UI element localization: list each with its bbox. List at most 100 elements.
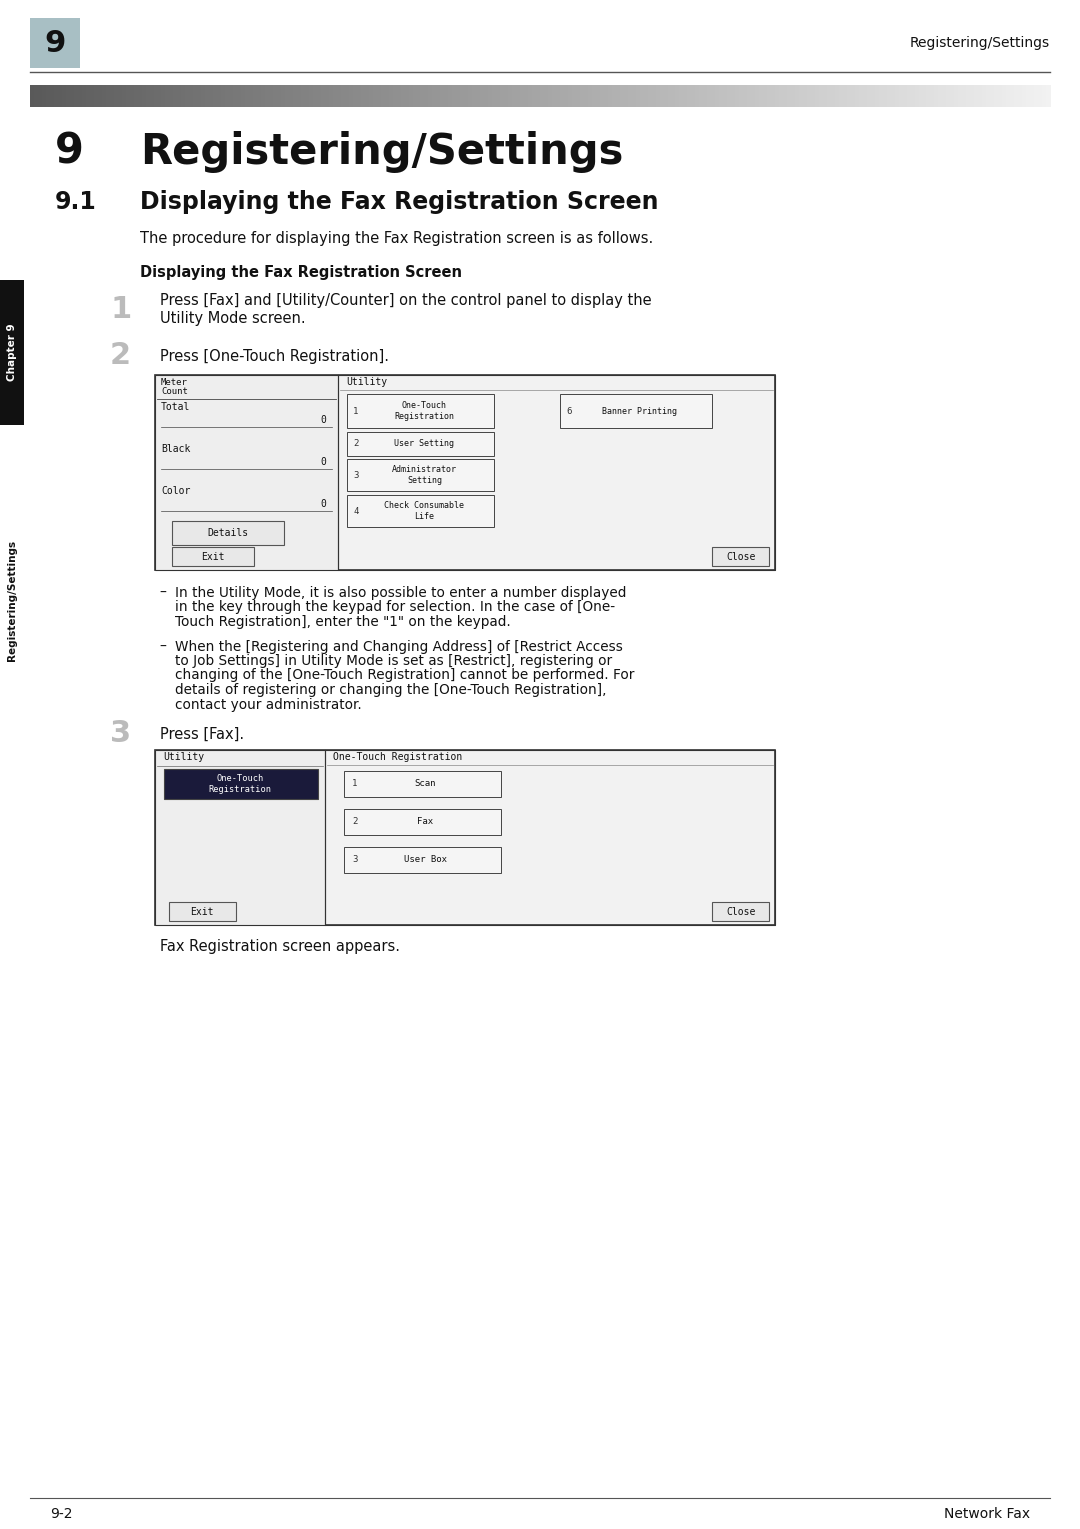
Bar xyxy=(839,86,843,107)
Bar xyxy=(269,86,273,107)
Bar xyxy=(321,86,325,107)
Bar xyxy=(524,86,528,107)
Bar xyxy=(377,86,381,107)
Bar xyxy=(309,86,313,107)
Bar xyxy=(472,86,476,107)
Bar xyxy=(696,86,700,107)
Bar xyxy=(978,86,983,107)
Bar xyxy=(747,86,752,107)
Bar xyxy=(604,86,608,107)
Bar xyxy=(85,86,91,107)
Bar xyxy=(1002,86,1007,107)
Bar xyxy=(153,86,158,107)
Bar xyxy=(811,86,815,107)
Text: to Job Settings] in Utility Mode is set as [Restrict], registering or: to Job Settings] in Utility Mode is set … xyxy=(175,654,612,668)
Bar xyxy=(795,86,799,107)
Bar xyxy=(735,86,740,107)
Bar xyxy=(644,86,648,107)
Bar xyxy=(338,375,775,570)
Text: Utility: Utility xyxy=(346,378,387,387)
Bar xyxy=(170,86,174,107)
FancyBboxPatch shape xyxy=(345,771,501,797)
Bar xyxy=(639,86,644,107)
Bar xyxy=(257,86,261,107)
Bar xyxy=(899,86,903,107)
Text: Fax: Fax xyxy=(417,818,433,827)
Bar xyxy=(752,86,756,107)
Bar xyxy=(867,86,872,107)
Bar xyxy=(118,86,122,107)
Bar xyxy=(627,86,632,107)
Bar xyxy=(156,751,775,925)
Bar xyxy=(724,86,728,107)
Bar xyxy=(213,86,218,107)
Text: –: – xyxy=(160,586,166,599)
Bar xyxy=(217,86,221,107)
Bar xyxy=(783,86,787,107)
Bar xyxy=(715,86,719,107)
Bar xyxy=(540,86,544,107)
Bar xyxy=(787,86,792,107)
Bar xyxy=(441,86,445,107)
Bar xyxy=(1010,86,1014,107)
Text: Black: Black xyxy=(161,443,190,454)
Bar xyxy=(611,86,617,107)
Bar xyxy=(648,86,652,107)
Text: Check Consumable
Life: Check Consumable Life xyxy=(384,502,464,521)
Bar xyxy=(261,86,266,107)
Bar xyxy=(420,86,424,107)
Bar xyxy=(847,86,851,107)
Text: Count: Count xyxy=(161,387,188,396)
Text: One-Touch Registration: One-Touch Registration xyxy=(333,752,462,761)
Bar xyxy=(0,280,24,425)
Bar xyxy=(110,86,114,107)
Bar xyxy=(967,86,971,107)
Bar xyxy=(165,86,170,107)
Bar xyxy=(102,86,106,107)
Bar xyxy=(205,86,210,107)
Bar xyxy=(210,86,214,107)
Text: 9-2: 9-2 xyxy=(50,1508,72,1521)
Bar xyxy=(361,86,365,107)
Text: Registering/Settings: Registering/Settings xyxy=(6,540,17,661)
Bar xyxy=(245,86,249,107)
Text: Touch Registration], enter the "1" on the keypad.: Touch Registration], enter the "1" on th… xyxy=(175,615,511,628)
Bar xyxy=(66,86,70,107)
Text: Chapter 9: Chapter 9 xyxy=(6,323,17,381)
Bar xyxy=(528,86,532,107)
Bar xyxy=(373,86,377,107)
Text: Press [One-Touch Registration].: Press [One-Touch Registration]. xyxy=(160,349,389,364)
Text: One-Touch
Registration: One-Touch Registration xyxy=(208,774,271,794)
Text: In the Utility Mode, it is also possible to enter a number displayed: In the Utility Mode, it is also possible… xyxy=(175,586,626,599)
Bar xyxy=(755,86,759,107)
Bar xyxy=(30,18,80,67)
Bar xyxy=(481,86,485,107)
Bar xyxy=(731,86,735,107)
FancyBboxPatch shape xyxy=(712,902,769,920)
Bar xyxy=(887,86,891,107)
Bar xyxy=(516,86,521,107)
Bar xyxy=(1042,86,1047,107)
Bar xyxy=(189,86,193,107)
Bar xyxy=(198,86,202,107)
Bar xyxy=(882,86,887,107)
Bar xyxy=(986,86,990,107)
FancyBboxPatch shape xyxy=(345,809,501,835)
Text: 2: 2 xyxy=(353,439,359,448)
Bar xyxy=(767,86,771,107)
Bar xyxy=(78,86,82,107)
Bar xyxy=(775,86,780,107)
Bar xyxy=(955,86,959,107)
Bar xyxy=(1026,86,1030,107)
Bar xyxy=(859,86,863,107)
Text: User Box: User Box xyxy=(404,856,446,864)
Bar xyxy=(707,86,712,107)
Text: 9.1: 9.1 xyxy=(55,190,97,214)
Text: details of registering or changing the [One-Touch Registration],: details of registering or changing the [… xyxy=(175,683,607,697)
Bar xyxy=(548,86,553,107)
Bar xyxy=(712,86,716,107)
Bar xyxy=(1007,86,1011,107)
Text: 0: 0 xyxy=(320,457,326,466)
Bar xyxy=(316,86,322,107)
Text: Registering/Settings: Registering/Settings xyxy=(909,37,1050,50)
